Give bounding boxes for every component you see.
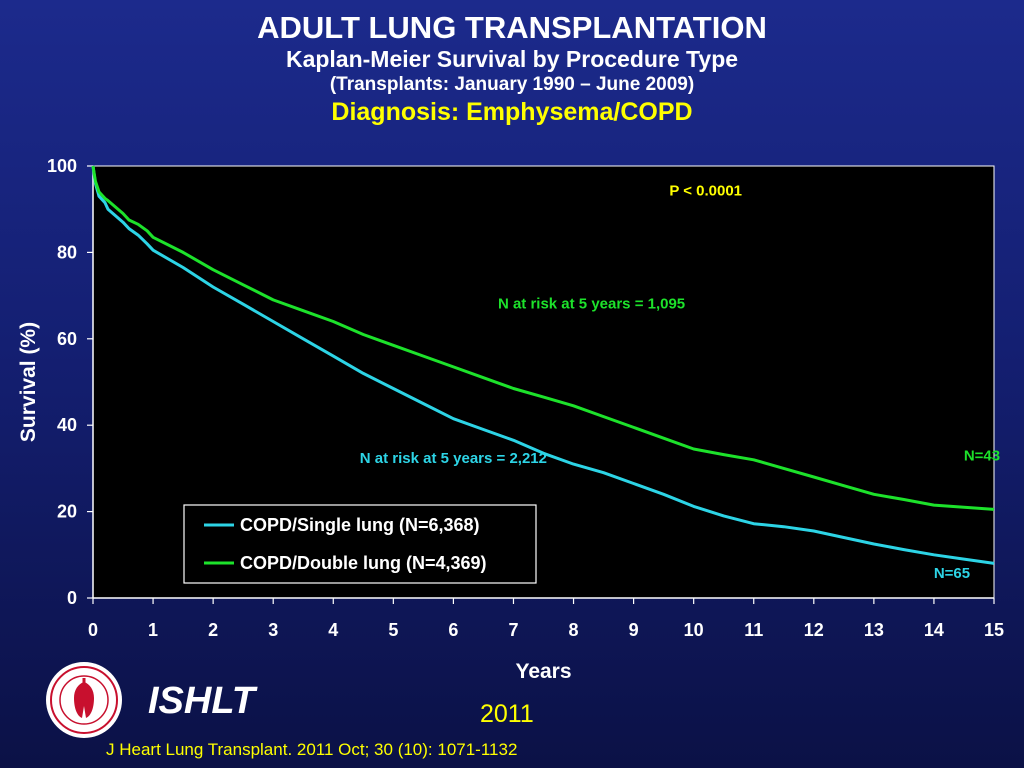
y-tick-label: 0 [67, 588, 77, 608]
x-tick-label: 12 [804, 620, 824, 640]
ishlt-logo-icon [46, 662, 122, 738]
x-tick-label: 8 [569, 620, 579, 640]
x-tick-label: 7 [508, 620, 518, 640]
y-tick-label: 100 [47, 156, 77, 176]
chart-annotation: N at risk at 5 years = 2,212 [360, 450, 547, 467]
legend-label: COPD/Double lung (N=4,369) [240, 553, 487, 573]
legend-box [183, 504, 537, 584]
diagnosis-label: Diagnosis: Emphysema/COPD [331, 98, 693, 126]
y-tick-label: 80 [57, 242, 77, 262]
x-tick-label: 5 [388, 620, 398, 640]
x-tick-label: 10 [684, 620, 704, 640]
org-name: ISHLT [148, 680, 255, 722]
x-tick-label: 15 [984, 620, 1004, 640]
x-tick-label: 4 [328, 620, 338, 640]
period-label: (Transplants: January 1990 – June 2009) [329, 74, 695, 95]
x-axis-label: Years [515, 660, 571, 683]
y-tick-label: 60 [57, 329, 77, 349]
chart-annotation: N at risk at 5 years = 1,095 [498, 296, 685, 313]
x-tick-label: 6 [448, 620, 458, 640]
citation: J Heart Lung Transplant. 2011 Oct; 30 (1… [106, 740, 518, 759]
series-line-single-lung [91, 165, 995, 565]
y-tick-label: 20 [57, 502, 77, 522]
x-tick-label: 13 [864, 620, 884, 640]
chart-annotation: P < 0.0001 [669, 182, 742, 199]
page-subtitle: Kaplan-Meier Survival by Procedure Type [285, 46, 739, 72]
year-label: 2011 [480, 700, 534, 728]
legend-label: COPD/Single lung (N=6,368) [240, 515, 480, 535]
chart-annotation: N=43 [964, 448, 1000, 465]
series-line-double-lung [91, 165, 995, 511]
y-axis-label: Survival (%) [17, 322, 40, 442]
x-tick-label: 1 [148, 620, 158, 640]
x-tick-label: 0 [88, 620, 98, 640]
title-block: ADULT LUNG TRANSPLANTATION Kaplan-Meier … [0, 10, 1024, 127]
x-tick-label: 14 [924, 620, 944, 640]
page-title: ADULT LUNG TRANSPLANTATION [257, 10, 767, 45]
x-tick-label: 9 [629, 620, 639, 640]
x-tick-label: 3 [268, 620, 278, 640]
x-tick-label: 2 [208, 620, 218, 640]
x-tick-label: 11 [744, 620, 763, 640]
y-tick-label: 40 [57, 415, 77, 435]
chart-annotation: N=65 [934, 565, 970, 582]
